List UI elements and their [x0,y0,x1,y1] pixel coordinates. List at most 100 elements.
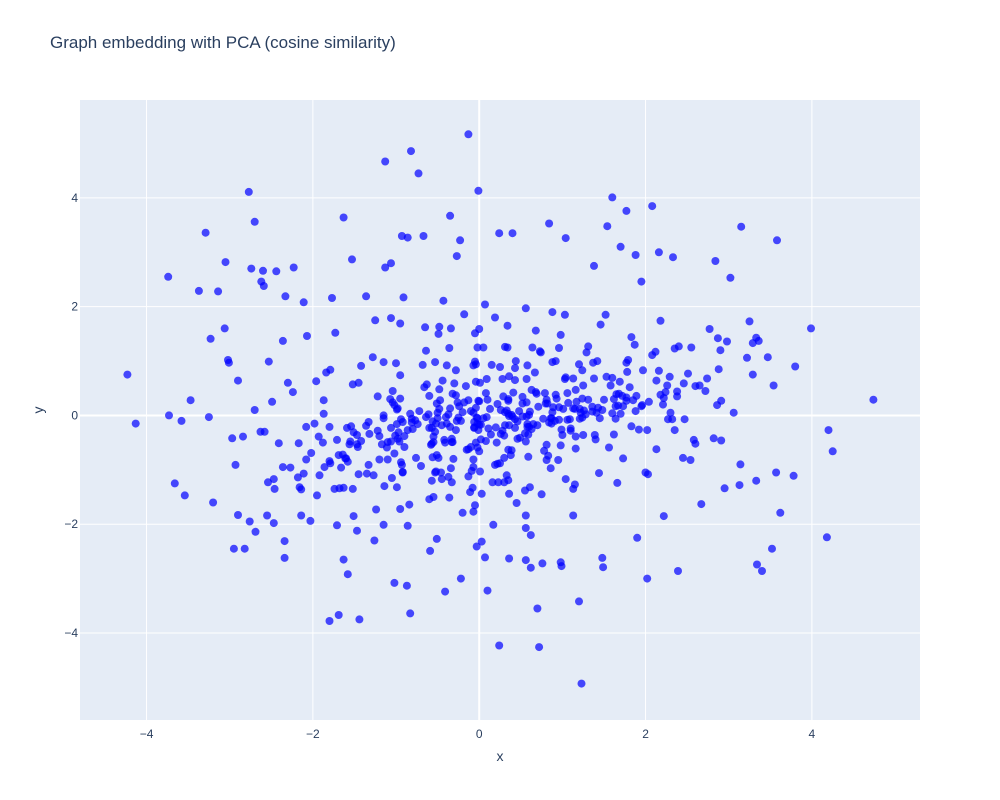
data-point [381,157,390,166]
data-point [396,394,405,403]
data-point [496,363,504,371]
data-point [319,409,328,418]
data-point [328,294,336,302]
data-point [426,546,435,555]
data-point [209,498,218,507]
data-point [540,446,549,455]
data-point [526,531,535,540]
data-point [590,431,599,439]
data-point [494,478,503,487]
data-point [387,474,396,482]
data-point [521,556,530,565]
data-point [684,369,692,378]
data-point [244,187,253,196]
data-point [295,483,304,492]
y-tick-label: −2 [64,517,78,531]
data-point [584,395,593,404]
data-point [720,484,729,493]
data-point [748,370,757,379]
data-point [432,399,441,408]
data-point [554,456,563,464]
data-point [392,483,401,492]
data-point [789,471,798,480]
data-point [511,415,519,424]
data-point [822,533,831,542]
data-point [745,317,754,326]
data-point [609,395,618,404]
data-point [274,439,283,448]
data-point [601,310,610,319]
data-point [697,500,706,509]
data-point [353,431,361,439]
x-tick-label: −2 [306,727,320,741]
data-point [325,422,334,431]
data-point [579,431,588,439]
data-point [371,316,380,325]
data-point [523,361,532,370]
data-point [437,475,446,484]
data-point [496,406,505,414]
data-point [434,329,443,338]
data-point [571,444,580,453]
data-point [370,536,379,545]
data-point [669,253,677,262]
data-point [442,419,451,428]
data-point [560,310,569,319]
data-point [622,206,631,215]
data-point [717,436,726,445]
data-point [631,251,640,259]
data-point [566,424,575,433]
data-point [369,471,378,480]
data-point [250,217,259,226]
data-point [472,542,481,551]
data-point [627,333,636,342]
data-point [705,325,714,333]
data-point [555,344,563,352]
data-point [596,320,605,329]
data-point [637,277,646,286]
data-point [511,364,519,373]
data-point [397,458,405,467]
data-point [434,453,443,462]
data-point [475,397,484,406]
data-point [334,451,343,460]
data-point [379,358,388,367]
data-point [390,449,399,458]
data-point [259,282,268,290]
data-point [414,169,423,178]
data-point [318,438,327,447]
data-point [406,609,415,618]
data-point [281,292,290,301]
data-point [343,570,352,579]
y-tick-label: 4 [71,191,78,205]
data-point [299,298,308,307]
data-point [234,376,242,385]
data-point [431,358,440,367]
data-point [450,379,459,388]
data-point [392,359,400,368]
data-point [729,408,738,417]
data-point [523,422,532,431]
data-point [204,413,213,422]
data-point [348,484,357,493]
data-point [396,371,405,380]
y-tick-label: 2 [71,300,78,314]
data-point [372,505,381,514]
x-tick-label: 2 [642,727,649,741]
data-point [264,357,273,366]
data-point [654,248,663,257]
data-point [577,679,586,688]
data-point [569,404,578,413]
data-point [231,460,240,469]
data-point [333,435,341,444]
data-points [123,130,878,688]
data-point [339,555,348,564]
data-point [518,399,527,408]
data-point [599,563,608,572]
data-point [259,266,267,275]
data-point [726,273,735,282]
data-point [448,438,457,447]
data-point [390,578,399,587]
data-point [495,229,504,238]
data-point [353,443,362,451]
